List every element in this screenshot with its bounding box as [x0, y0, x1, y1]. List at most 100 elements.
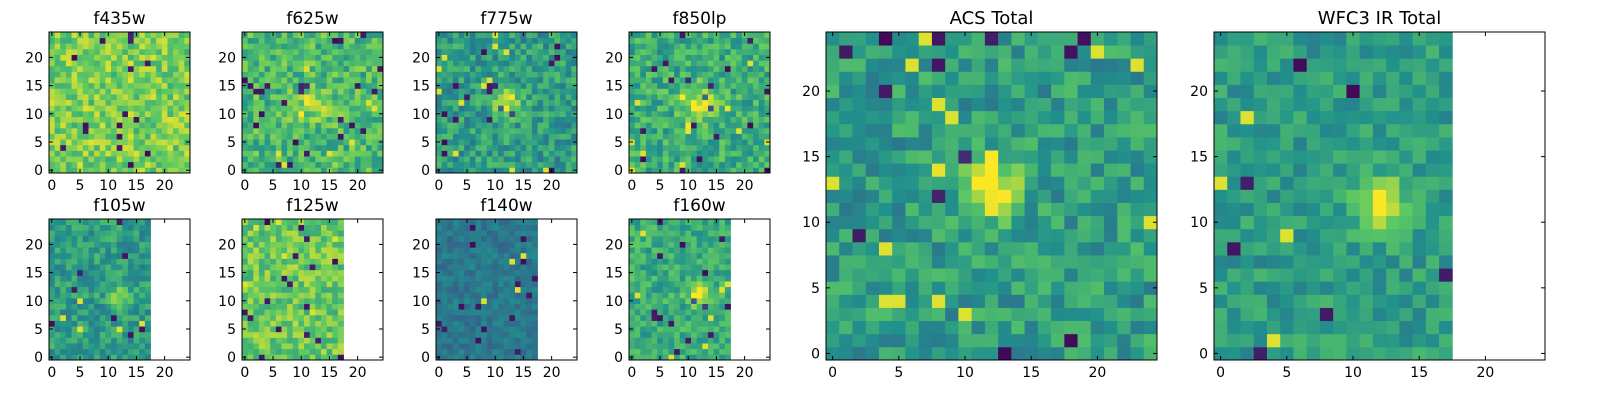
heatmap-cell: [707, 320, 714, 327]
heatmap-cell: [503, 43, 510, 50]
heatmap-cell: [640, 32, 647, 39]
heatmap-cell: [270, 60, 277, 67]
heatmap-cell: [184, 65, 191, 72]
heatmap-cell: [730, 32, 737, 39]
heatmap-cell: [82, 139, 89, 146]
heatmap-cell: [82, 32, 89, 39]
heatmap-cell: [475, 122, 482, 129]
heatmap-cell: [343, 116, 350, 123]
heatmap-cell: [651, 43, 658, 50]
heatmap-cell: [441, 275, 448, 282]
heatmap-cell: [713, 247, 720, 254]
x-tick-label: 0: [47, 365, 56, 381]
heatmap-cell: [724, 54, 731, 61]
heatmap-cell: [645, 139, 652, 146]
heatmap-cell: [144, 133, 151, 140]
heatmap-cell: [332, 122, 339, 129]
heatmap-cell: [105, 309, 112, 316]
heatmap-cell: [337, 224, 344, 231]
heatmap-cell: [49, 99, 56, 106]
y-tick-label: 0: [421, 163, 430, 179]
heatmap-cell: [531, 37, 538, 44]
heatmap-cell: [730, 88, 737, 95]
heatmap-cell: [452, 219, 459, 226]
heatmap-cell: [531, 275, 538, 282]
heatmap-cell: [156, 105, 163, 112]
heatmap-cell: [657, 43, 664, 50]
heatmap-cell: [543, 32, 550, 39]
heatmap-cell: [315, 54, 322, 61]
heatmap-cell: [258, 82, 265, 89]
heatmap-cell: [304, 110, 311, 117]
heatmap-cell: [332, 48, 339, 55]
heatmap-cell: [354, 110, 361, 117]
heatmap-cell: [366, 82, 373, 89]
heatmap-cell: [144, 297, 151, 304]
heatmap-cell: [651, 122, 658, 129]
heatmap-cell: [349, 105, 356, 112]
heatmap-cell: [88, 82, 95, 89]
heatmap-cell: [481, 275, 488, 282]
heatmap-cell: [645, 77, 652, 84]
heatmap-cell: [629, 88, 636, 95]
heatmap-cell: [1104, 268, 1118, 282]
heatmap-cell: [878, 215, 893, 230]
heatmap-cell: [565, 60, 572, 67]
heatmap-cell: [264, 37, 271, 44]
heatmap-cell: [178, 32, 185, 39]
heatmap-cell: [298, 292, 305, 299]
heatmap-cell: [441, 348, 448, 355]
heatmap-cell: [852, 268, 867, 282]
heatmap-cell: [127, 127, 134, 134]
heatmap-cell: [360, 37, 367, 44]
heatmap-cell: [486, 326, 493, 333]
heatmap-cell: [548, 82, 555, 89]
y-tick-label: 5: [34, 322, 43, 338]
heatmap-cell: [247, 133, 254, 140]
heatmap-cell: [475, 94, 482, 101]
heatmap-cell: [326, 110, 333, 117]
heatmap-cell: [82, 88, 89, 95]
heatmap-cell: [629, 71, 636, 78]
heatmap-cell: [287, 82, 294, 89]
heatmap-cell: [629, 230, 636, 237]
heatmap-cell: [492, 247, 499, 254]
heatmap-cell: [360, 156, 367, 163]
heatmap-cell: [161, 37, 168, 44]
heatmap-cell: [304, 337, 311, 344]
heatmap-cell: [1117, 202, 1131, 217]
heatmap-cell: [144, 235, 151, 242]
heatmap-cell: [640, 54, 647, 61]
heatmap-cell: [514, 264, 521, 271]
heatmap-cell: [332, 150, 339, 157]
heatmap-cell: [458, 230, 465, 237]
heatmap-cell: [111, 48, 118, 55]
heatmap-cell: [94, 275, 101, 282]
heatmap-cell: [447, 320, 454, 327]
heatmap-cell: [691, 275, 698, 282]
heatmap-cell: [99, 144, 106, 151]
heatmap-cell: [958, 176, 973, 190]
heatmap-cell: [634, 326, 641, 333]
heatmap-cell: [326, 297, 333, 304]
heatmap-cell: [520, 60, 527, 67]
heatmap-cell: [116, 331, 123, 338]
heatmap-cell: [178, 48, 185, 55]
heatmap-cell: [452, 122, 459, 129]
heatmap-cell: [1077, 241, 1092, 256]
heatmap-cell: [247, 105, 254, 112]
heatmap-cell: [702, 48, 709, 55]
heatmap-cells: [826, 32, 1158, 361]
heatmap-cell: [452, 247, 459, 254]
heatmap-cell: [354, 43, 361, 50]
heatmap-cell: [640, 161, 647, 168]
heatmap-cell: [548, 37, 555, 44]
heatmap-cell: [696, 99, 703, 106]
heatmap-cell: [436, 43, 443, 50]
heatmap-cell: [865, 136, 880, 151]
heatmap-cell: [436, 116, 443, 123]
heatmap-cell: [878, 202, 893, 217]
heatmap-cell: [242, 77, 249, 84]
heatmap-cell: [366, 71, 373, 78]
heatmap-cell: [144, 314, 151, 321]
